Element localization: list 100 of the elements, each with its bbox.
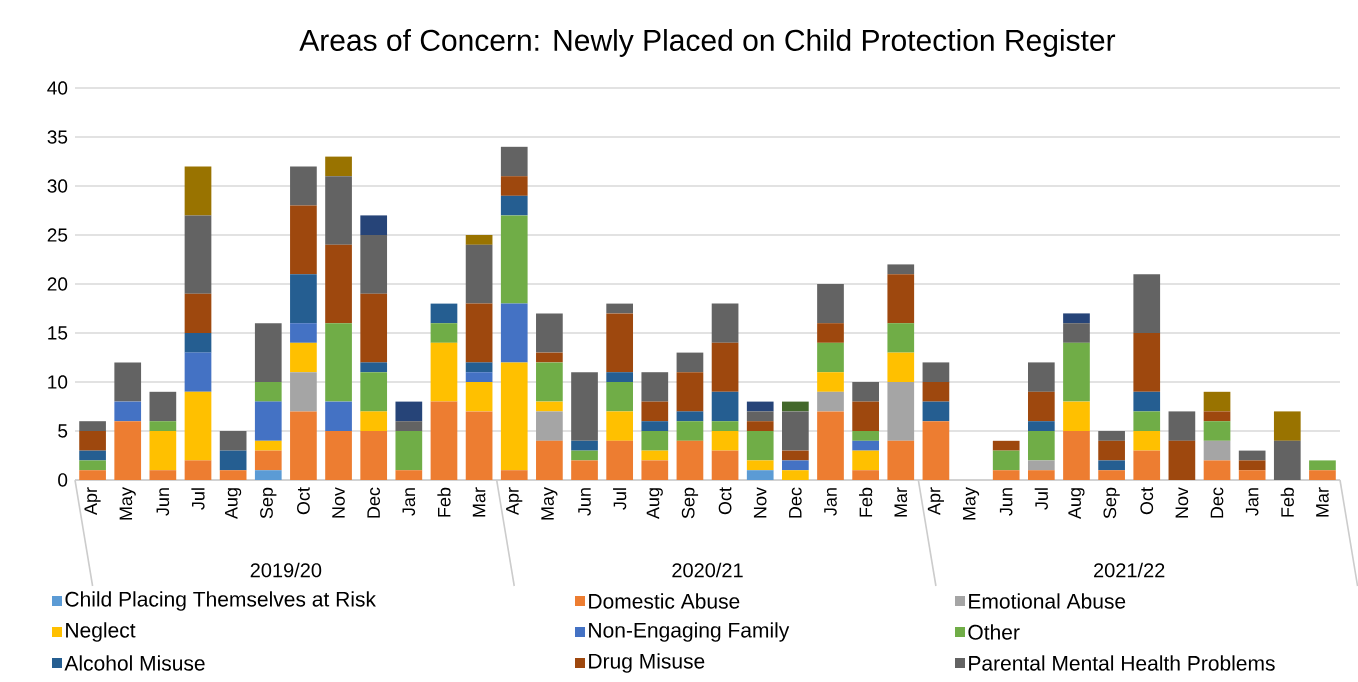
bar xyxy=(500,470,528,480)
bar xyxy=(325,323,352,402)
bar xyxy=(887,323,915,353)
bar xyxy=(465,362,493,373)
bar xyxy=(606,303,634,314)
bar xyxy=(360,431,388,480)
bar xyxy=(922,421,950,480)
y-tick-label: 25 xyxy=(47,228,68,242)
bar xyxy=(641,372,669,402)
x-tick-label: Oct xyxy=(1140,487,1154,515)
bar xyxy=(817,284,844,324)
bar xyxy=(536,440,563,480)
bar xyxy=(571,460,598,480)
bar xyxy=(1203,421,1231,441)
bar xyxy=(536,313,563,353)
bar xyxy=(817,342,844,373)
bar xyxy=(641,460,669,480)
bar xyxy=(711,421,739,431)
x-tick-label: Nov xyxy=(332,487,345,518)
bar xyxy=(606,411,634,441)
bar xyxy=(887,274,915,324)
bar xyxy=(149,470,177,480)
bar xyxy=(114,362,142,402)
bar xyxy=(325,244,352,324)
bar xyxy=(1063,323,1090,343)
bar xyxy=(290,166,317,206)
bar xyxy=(465,372,493,382)
y-tick-label: 10 xyxy=(48,375,68,389)
bar xyxy=(606,313,634,373)
bar xyxy=(746,421,774,431)
text: 2019/20 xyxy=(250,562,322,578)
bar xyxy=(1133,391,1161,412)
bar xyxy=(79,470,106,480)
x-tick-label: Feb xyxy=(1280,487,1294,517)
y-tick-label: 15 xyxy=(48,326,68,340)
bar xyxy=(536,411,563,441)
bar xyxy=(254,440,282,451)
y-tick-label: 40 xyxy=(47,81,68,95)
bar xyxy=(817,372,844,392)
bar xyxy=(219,470,247,480)
bar xyxy=(992,450,1020,471)
bar xyxy=(254,401,282,441)
bar xyxy=(887,440,915,480)
x-tick-label: Oct xyxy=(297,487,310,515)
bar xyxy=(149,431,177,471)
bar xyxy=(500,303,528,363)
y-tick-label: 30 xyxy=(47,179,68,193)
bar xyxy=(782,460,809,471)
x-tick-label: Aug xyxy=(646,488,663,520)
x-tick-label: Apr xyxy=(506,487,523,516)
x-tick-label: Mar xyxy=(894,487,908,517)
bar xyxy=(430,401,458,480)
bar xyxy=(1098,431,1125,441)
bar xyxy=(79,460,106,471)
bar xyxy=(1203,411,1231,422)
legend-label: Emotional Abuse xyxy=(969,593,1126,609)
bar xyxy=(395,431,423,471)
x-tick-label: May xyxy=(119,487,136,520)
y-tick-label: 5 xyxy=(58,424,68,438)
bar xyxy=(746,470,774,480)
x-tick-label: Dec xyxy=(789,487,802,518)
bar xyxy=(290,323,317,343)
bar xyxy=(290,372,317,412)
x-tick-label: Jun xyxy=(156,488,170,516)
x-tick-label: Jun xyxy=(578,488,591,516)
bar xyxy=(992,470,1020,480)
bar xyxy=(184,293,212,334)
bar xyxy=(711,342,739,392)
bar xyxy=(922,382,950,402)
bar xyxy=(606,440,634,480)
text: 2020/21 xyxy=(672,562,743,578)
bar xyxy=(852,431,879,441)
chart-title: Areas of Concern: Newly Placed on Child Protection Register xyxy=(299,28,1116,57)
bar xyxy=(782,470,809,480)
bar xyxy=(1273,440,1301,480)
x-tick-label: May xyxy=(962,487,980,520)
bar xyxy=(1133,333,1161,392)
bar xyxy=(1133,431,1161,451)
bar xyxy=(746,460,774,471)
bar xyxy=(1063,313,1090,324)
bar xyxy=(1203,460,1231,480)
x-tick-label: Oct xyxy=(718,487,732,515)
bar xyxy=(852,401,879,431)
bar xyxy=(465,303,493,363)
bar xyxy=(1063,431,1090,480)
bar xyxy=(1238,460,1266,471)
x-tick-label: Sep xyxy=(681,487,699,519)
x-tick-label: Jan xyxy=(824,488,837,516)
x-tick-label: Jan xyxy=(1245,488,1259,516)
bar xyxy=(852,450,879,471)
bar xyxy=(290,205,317,275)
bar xyxy=(1027,362,1055,392)
bar xyxy=(500,195,528,216)
bar xyxy=(746,411,774,422)
legend-label: Domestic Abuse xyxy=(589,593,740,609)
bar xyxy=(887,382,915,441)
x-tick-label: Nov xyxy=(1175,487,1189,518)
bar xyxy=(922,401,950,422)
bar xyxy=(711,450,739,480)
x-tick-label: Jul xyxy=(1034,488,1048,510)
